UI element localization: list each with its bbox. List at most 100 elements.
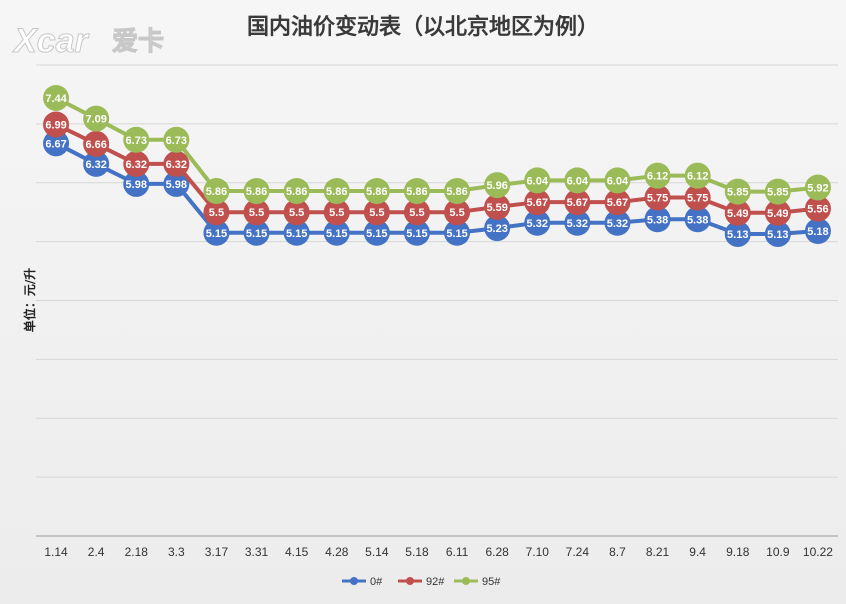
- x-tick-label: 2.4: [88, 545, 105, 559]
- data-point: [323, 177, 350, 204]
- data-point: [163, 170, 190, 197]
- data-label: 5.15: [366, 228, 387, 240]
- x-tick-label: 9.18: [726, 545, 750, 559]
- data-point: [403, 199, 430, 226]
- data-label: 5.38: [647, 214, 668, 226]
- data-point: [604, 167, 631, 194]
- data-point: [644, 184, 671, 211]
- data-point: [564, 209, 591, 236]
- data-point: [123, 126, 150, 153]
- x-tick-label: 4.15: [285, 545, 309, 559]
- grid: [36, 64, 838, 537]
- y-axis-label: 单位：元/升: [22, 268, 37, 332]
- x-tick-label: 7.24: [566, 545, 590, 559]
- data-label: 6.04: [527, 175, 549, 187]
- x-tick-label: 6.28: [485, 545, 509, 559]
- data-label: 5.98: [166, 179, 187, 191]
- data-point: [403, 219, 430, 246]
- x-tick-label: 8.21: [646, 545, 670, 559]
- x-tick-label: 8.7: [609, 545, 626, 559]
- series-0#: 6.67 6.32 5.98 5.98 5.15 5.15 5.15 5.15 5.15 5.15…: [43, 130, 831, 247]
- data-label: 5.67: [527, 197, 548, 209]
- data-point: [243, 177, 270, 204]
- data-point: [564, 167, 591, 194]
- data-label: 5.13: [767, 229, 788, 241]
- data-point: [524, 209, 551, 236]
- data-label: 5.5: [209, 207, 224, 219]
- data-label: 5.56: [807, 204, 828, 216]
- data-label: 5.59: [486, 202, 507, 214]
- x-tick-label: 6.11: [446, 545, 469, 559]
- data-label: 5.32: [567, 218, 588, 230]
- x-tick-label: 5.18: [405, 545, 429, 559]
- data-point: [323, 219, 350, 246]
- data-point: [444, 177, 471, 204]
- data-point: [83, 150, 110, 177]
- data-label: 5.49: [767, 208, 788, 220]
- x-tick-labels: 1.14 2.4 2.18 3.3 3.17 3.31 4.15 4.28 5.14 5.18 6.…: [44, 545, 833, 559]
- series-layer: 6.67 6.32 5.98 5.98 5.15 5.15 5.15 5.15 5.15 5.15…: [43, 84, 831, 247]
- x-tick-label: 3.31: [245, 545, 269, 559]
- legend-item-95#: 95#: [454, 576, 501, 588]
- data-label: 6.12: [647, 171, 668, 183]
- data-point: [283, 177, 310, 204]
- data-point: [484, 193, 511, 220]
- legend-swatch-marker: [462, 577, 470, 585]
- data-label: 5.32: [607, 218, 628, 230]
- x-tick-label: 9.4: [689, 545, 706, 559]
- logo-latin: Xcar: [12, 22, 89, 60]
- data-point: [684, 184, 711, 211]
- legend-swatch-marker: [350, 577, 358, 585]
- legend-label: 95#: [482, 576, 501, 588]
- data-point: [283, 219, 310, 246]
- data-label: 5.15: [286, 228, 307, 240]
- data-point: [804, 195, 831, 222]
- data-label: 5.75: [687, 192, 708, 204]
- x-tick-label: 4.28: [325, 545, 349, 559]
- data-label: 5.98: [126, 179, 147, 191]
- data-label: 6.32: [166, 159, 187, 171]
- data-point: [644, 162, 671, 189]
- data-point: [163, 150, 190, 177]
- legend-label: 0#: [370, 576, 383, 588]
- data-point: [764, 220, 791, 247]
- data-point: [644, 206, 671, 233]
- data-point: [403, 177, 430, 204]
- data-label: 5.5: [249, 207, 264, 219]
- data-point: [83, 105, 110, 132]
- data-point: [524, 167, 551, 194]
- data-label: 5.18: [807, 226, 828, 238]
- data-label: 5.5: [289, 207, 304, 219]
- data-point: [804, 174, 831, 201]
- data-point: [43, 84, 70, 111]
- data-label: 5.86: [286, 186, 307, 198]
- x-tick-label: 7.10: [526, 545, 550, 559]
- data-label: 6.04: [607, 175, 629, 187]
- data-label: 6.73: [126, 135, 147, 147]
- series-92#: 6.99 6.66 6.32 6.32 5.5 5.5 5.5 5.5 5.5 5.5 5.5 5.5…: [43, 111, 831, 226]
- data-label: 6.32: [85, 159, 106, 171]
- data-label: 5.32: [527, 218, 548, 230]
- data-point: [444, 199, 471, 226]
- x-tick-label: 3.3: [168, 545, 185, 559]
- data-point: [203, 177, 230, 204]
- data-point: [283, 199, 310, 226]
- legend: 0# 92# 95#: [342, 576, 501, 588]
- data-point: [243, 199, 270, 226]
- data-point: [203, 199, 230, 226]
- data-point: [363, 219, 390, 246]
- data-point: [604, 189, 631, 216]
- chart-title: 国内油价变动表（以北京地区为例）: [247, 14, 599, 40]
- data-label: 5.15: [206, 228, 227, 240]
- data-label: 6.32: [126, 159, 147, 171]
- data-label: 6.04: [567, 175, 589, 187]
- data-label: 5.23: [486, 223, 507, 235]
- data-point: [123, 150, 150, 177]
- logo: Xcar 爱卡: [12, 22, 165, 61]
- data-point: [83, 130, 110, 157]
- data-point: [363, 177, 390, 204]
- data-label: 6.12: [687, 171, 708, 183]
- x-tick-label: 2.18: [125, 545, 149, 559]
- legend-label: 92#: [426, 576, 445, 588]
